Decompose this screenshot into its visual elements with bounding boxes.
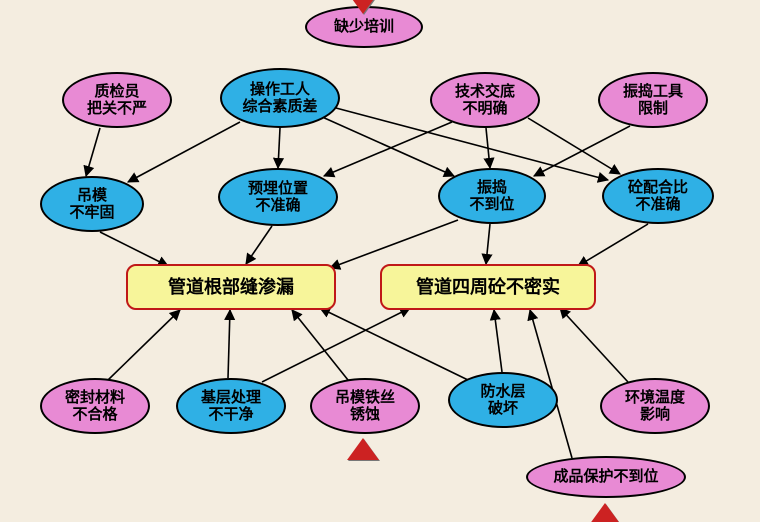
node-yumai: 预埋位置 不准确 — [218, 168, 338, 226]
node-protect: 成品保护不到位 — [526, 456, 686, 498]
edge-base-to-rect2 — [262, 308, 410, 382]
node-diaomu: 吊模 不牢固 — [40, 176, 144, 232]
edge-temp-to-rect2 — [560, 308, 628, 382]
edge-seal-to-rect1 — [108, 310, 180, 380]
node-water: 防水层 破坏 — [448, 372, 558, 428]
edge-qc-to-diaomu — [86, 128, 100, 176]
node-seal: 密封材料 不合格 — [40, 378, 150, 434]
edge-tech-to-yumai — [324, 122, 452, 176]
node-rust: 吊模铁丝 锈蚀 — [310, 378, 420, 434]
node-tool: 振捣工具 限制 — [598, 72, 708, 128]
node-qc: 质检员 把关不严 — [62, 72, 172, 128]
edge-base-to-rect1 — [228, 310, 230, 378]
node-tech: 技术交底 不明确 — [430, 72, 540, 128]
tri-rust — [347, 438, 379, 460]
node-worker: 操作工人 综合素质差 — [220, 68, 340, 128]
node-temp: 环境温度 影响 — [600, 378, 710, 434]
node-rect1: 管道根部缝渗漏 — [126, 264, 336, 310]
edge-peihe-to-rect2 — [578, 224, 648, 266]
edge-worker-to-zhendao — [320, 116, 454, 176]
edge-water-to-rect1 — [320, 308, 468, 380]
edge-water-to-rect2 — [494, 310, 502, 372]
edge-diaomu-to-rect1 — [100, 232, 168, 266]
edge-zhendao-to-rect2 — [486, 224, 490, 264]
tri-protect — [589, 503, 621, 522]
edge-tech-to-zhendao — [486, 128, 490, 168]
tri-top — [347, 0, 379, 14]
edge-tool-to-zhendao — [534, 126, 630, 176]
node-peihe: 砼配合比 不准确 — [602, 168, 714, 224]
edge-worker-to-yumai — [278, 128, 280, 168]
edge-zhendao-to-rect1 — [330, 220, 458, 268]
edge-rust-to-rect1 — [292, 310, 348, 380]
node-rect2: 管道四周砼不密实 — [380, 264, 596, 310]
edge-worker-to-diaomu — [128, 122, 240, 182]
edge-tech-to-peihe — [528, 118, 620, 174]
node-zhendao: 振捣 不到位 — [438, 168, 546, 224]
node-base: 基层处理 不干净 — [176, 378, 286, 434]
edge-yumai-to-rect1 — [246, 226, 272, 264]
